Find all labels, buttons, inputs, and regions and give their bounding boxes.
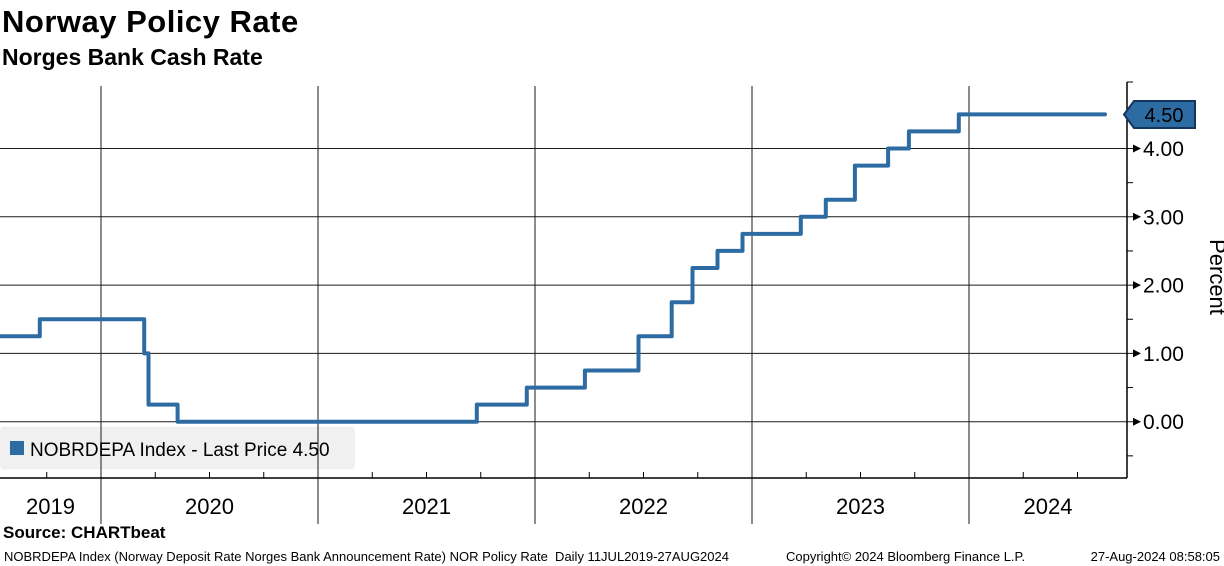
y-tick-arrow-icon: [1133, 417, 1141, 426]
y-tick-label: 0.00: [1143, 411, 1184, 434]
y-tick-arrow-icon: [1133, 144, 1141, 153]
footer-copyright: Copyright© 2024 Bloomberg Finance L.P.: [786, 549, 1026, 564]
y-tick-arrow-icon: [1133, 281, 1141, 290]
footer-timestamp: 27-Aug-2024 08:58:05: [1090, 549, 1220, 564]
y-tick-arrow-icon: [1133, 349, 1141, 358]
source-label: Source: CHARTbeat: [3, 523, 166, 542]
x-year-label: 2023: [836, 494, 885, 519]
page-subtitle: Norges Bank Cash Rate: [2, 44, 263, 70]
x-year-label: 2021: [402, 494, 451, 519]
legend-label: NOBRDEPA Index - Last Price 4.50: [30, 440, 330, 461]
last-price-value: 4.50: [1145, 105, 1184, 127]
axes: [0, 81, 1141, 479]
y-tick-label: 1.00: [1143, 343, 1184, 366]
footer-description: NOBRDEPA Index (Norway Deposit Rate Norg…: [4, 549, 729, 564]
legend-box[interactable]: [0, 426, 355, 470]
last-price-badge: 4.50: [1122, 100, 1196, 129]
y-tick-label: 2.00: [1143, 275, 1184, 298]
page-title: Norway Policy Rate: [2, 4, 299, 39]
legend-swatch-icon: [10, 441, 24, 455]
axis-tick-labels: 0.00 1.00 2.00 3.00 4.00 2019 2020 2021 2022 2023…: [26, 138, 1184, 519]
policy-rate-step-line: [0, 112, 1107, 424]
x-year-label: 2022: [619, 494, 668, 519]
y-tick-label: 4.00: [1143, 138, 1184, 161]
x-year-label: 2020: [185, 494, 234, 519]
x-year-label: 2019: [26, 494, 75, 519]
x-year-label: 2024: [1024, 494, 1073, 519]
y-tick-arrow-icon: [1133, 212, 1141, 221]
y-axis-title: Percent: [1205, 239, 1224, 315]
last-price-badge-flag: [1122, 100, 1196, 129]
y-tick-label: 3.00: [1143, 206, 1184, 229]
legend[interactable]: NOBRDEPA Index - Last Price 4.50: [10, 440, 330, 461]
